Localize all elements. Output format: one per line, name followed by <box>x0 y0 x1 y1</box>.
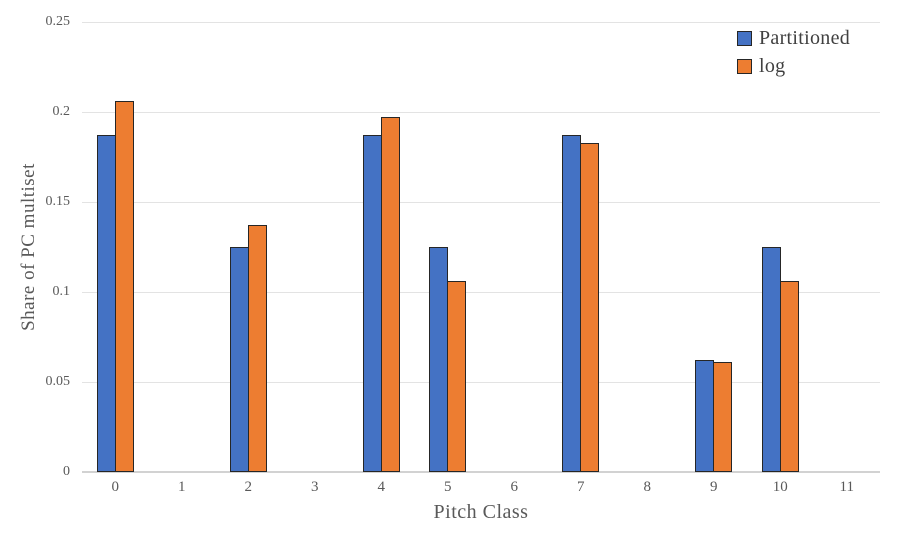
y-axis-title: Share of PC multiset <box>18 163 39 331</box>
legend-swatch-icon <box>737 30 752 46</box>
bar-partitioned-pc7 <box>562 134 582 472</box>
bar-log-pc4 <box>380 117 400 472</box>
legend: Partitioned log <box>737 27 850 83</box>
gridline <box>82 382 880 383</box>
legend-label: Partitioned <box>759 27 851 49</box>
bar-log-pc5 <box>447 281 467 472</box>
gridline <box>82 202 880 203</box>
gridline <box>82 22 880 23</box>
x-tick-label: 10 <box>772 479 788 495</box>
y-tick-label: 0.05 <box>45 374 71 389</box>
bar-log-pc9 <box>713 362 733 472</box>
x-tick-label: 3 <box>311 479 319 495</box>
bar-partitioned-pc0 <box>96 134 116 472</box>
x-tick-label: 11 <box>839 479 854 495</box>
bar-partitioned-pc10 <box>761 247 781 472</box>
bar-log-pc0 <box>114 101 134 472</box>
x-tick-label: 0 <box>111 479 120 495</box>
x-tick-label: 8 <box>643 479 652 495</box>
x-tick-label: 4 <box>377 479 386 495</box>
bar-partitioned-pc5 <box>429 247 449 472</box>
x-tick-label: 1 <box>178 479 186 495</box>
y-tick-label: 0 <box>63 464 70 479</box>
x-tick-label: 5 <box>444 479 452 495</box>
x-tick-label: 7 <box>577 479 585 495</box>
bar-partitioned-pc9 <box>695 359 715 472</box>
y-tick-label: 0.2 <box>52 104 71 119</box>
x-axis-line <box>82 471 880 473</box>
y-tick-label: 0.25 <box>45 14 71 29</box>
x-tick-label: 2 <box>244 479 253 495</box>
bar-log-pc7 <box>580 142 600 472</box>
gridline <box>82 292 880 293</box>
x-axis-title: Pitch Class <box>433 501 529 523</box>
legend-item-log: log <box>737 55 850 77</box>
x-tick-label: 6 <box>510 479 519 495</box>
bar-log-pc2 <box>247 225 267 472</box>
legend-swatch-icon <box>737 58 752 74</box>
legend-label: log <box>759 55 786 77</box>
legend-item-partitioned: Partitioned <box>737 27 850 49</box>
y-tick-label: 0.1 <box>52 284 71 299</box>
bar-partitioned-pc2 <box>229 247 249 472</box>
gridline <box>82 112 880 113</box>
bar-partitioned-pc4 <box>362 134 382 472</box>
x-tick-label: 9 <box>710 479 718 495</box>
y-tick-label: 0.15 <box>45 194 71 209</box>
bar-log-pc10 <box>779 281 799 472</box>
